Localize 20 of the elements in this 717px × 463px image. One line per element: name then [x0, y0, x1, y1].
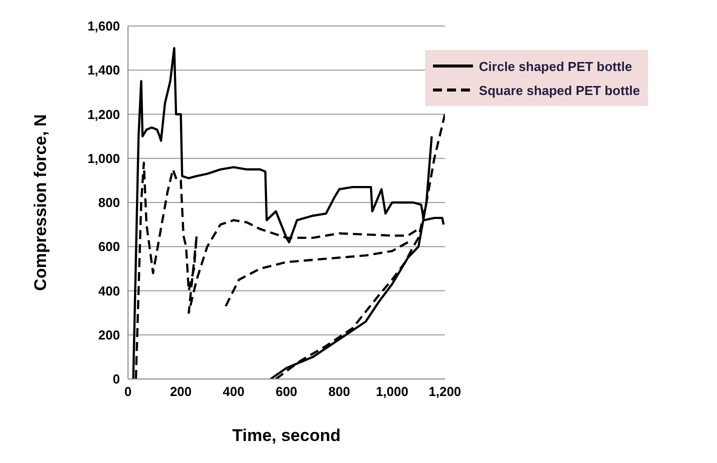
x-tick-label: 400	[222, 384, 244, 400]
y-tick-label: 400	[98, 283, 120, 298]
y-tick-label: 1,000	[87, 150, 120, 166]
y-tick-label: 200	[98, 327, 120, 342]
x-tick-label: 0	[124, 384, 132, 400]
y-tick-label: 1,400	[87, 62, 120, 78]
x-tick-label: 800	[328, 384, 350, 400]
y-axis-title: Compression force, N	[31, 114, 50, 291]
x-tick-label: 600	[276, 384, 298, 400]
y-tick-label: 0	[112, 372, 120, 387]
x-tick-label: 1,200	[428, 384, 462, 400]
y-tick-label: 600	[98, 239, 120, 254]
y-tick-label: 1,600	[87, 18, 120, 34]
y-tick-label: 800	[98, 195, 120, 210]
x-axis-title: Time, second	[232, 426, 341, 445]
x-tick-label: 200	[170, 384, 192, 400]
legend-label: Square shaped PET bottle	[478, 82, 640, 98]
legend-label: Circle shaped PET bottle	[478, 58, 632, 74]
x-tick-label: 1,000	[376, 384, 408, 400]
y-tick-label: 1,200	[87, 106, 120, 122]
